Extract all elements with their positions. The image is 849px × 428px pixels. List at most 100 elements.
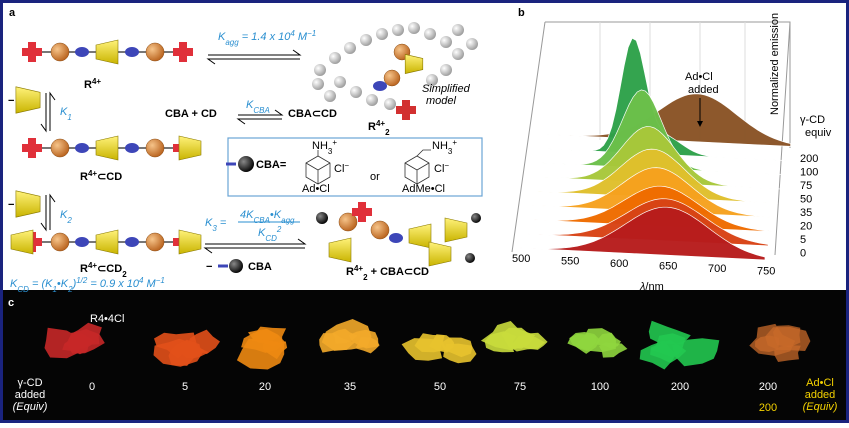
left-label: γ-CD (17, 377, 42, 389)
formula-part: R (84, 79, 92, 91)
formula-part: = (K (29, 278, 53, 290)
linker (75, 47, 89, 57)
formula-part: = 1.4 x 10 (239, 31, 292, 43)
cba-def: CBA= (256, 159, 286, 171)
formula-part: 1 (67, 113, 71, 122)
x-tick-label: 500 (512, 253, 530, 265)
equiv-label: 5 (182, 381, 188, 393)
linker (75, 143, 89, 153)
formula-part: Cl (334, 163, 344, 175)
or: or (370, 171, 380, 183)
formula-part: NH (432, 140, 448, 152)
bead (324, 90, 336, 102)
linker (75, 237, 89, 247)
model-note: model (426, 95, 457, 107)
bead (146, 43, 164, 61)
formula-part: 3 (448, 147, 453, 156)
bead (440, 36, 452, 48)
bead (350, 86, 362, 98)
cba-cd: CBA + CD (165, 108, 217, 120)
r4-cd-label: R4+⊂CD (80, 169, 122, 184)
figure: aR4+Kagg = 1.4 x 104 M−1SimplifiedmodelR… (0, 0, 849, 423)
formula-part: CBA (253, 216, 269, 225)
equiv-label: 20 (259, 381, 271, 393)
equiv-label: 35 (800, 207, 812, 219)
equiv-label: 100 (800, 167, 818, 179)
formula-part: R (368, 121, 376, 133)
formula-part: R (80, 263, 88, 275)
equiv-label: 200 (759, 381, 777, 393)
right-label: added (805, 389, 836, 401)
formula-part: M (144, 278, 157, 290)
equiv-label: 200 (671, 381, 689, 393)
minus: − (8, 95, 14, 107)
legend-title: γ-CD (800, 114, 825, 126)
linker (125, 237, 139, 247)
bead (146, 139, 164, 157)
bead (334, 76, 346, 88)
formula-part: ⊂CD (97, 171, 122, 183)
formula-part: − (344, 161, 349, 170)
bead (384, 98, 396, 110)
formula-part: 4K (240, 209, 254, 221)
right-label: Ad•Cl (806, 377, 834, 389)
bead (51, 233, 69, 251)
cba-in-cd: CBA⊂CD (288, 108, 337, 120)
minus: − (206, 261, 212, 273)
bead (452, 48, 464, 60)
formula-part: CBA (253, 106, 269, 115)
formula-part: agg (225, 38, 239, 47)
formula-part: 4+ (376, 119, 385, 128)
formula-part: = 0.9 x 10 (87, 278, 140, 290)
panel-label: c (8, 297, 14, 309)
cba-ball (238, 156, 254, 172)
bead (452, 24, 464, 36)
linker (373, 81, 387, 91)
x-tick-label: 700 (708, 263, 726, 275)
linker (125, 143, 139, 153)
legend-title: equiv (805, 127, 832, 139)
formula-part: •K (57, 278, 69, 290)
bead (329, 52, 341, 64)
formula-part: + CBA⊂CD (368, 266, 430, 278)
bead (408, 22, 420, 34)
right-label: (Equiv) (803, 401, 838, 413)
left-label: (Equiv) (13, 401, 48, 413)
left-label: added (15, 389, 46, 401)
formula-part: Cl (434, 163, 444, 175)
bead (360, 34, 372, 46)
cba-ball (471, 213, 481, 223)
linker (125, 47, 139, 57)
formula-part: CD (265, 234, 277, 243)
x-tick-label: 600 (610, 258, 628, 270)
x-tick-label: 750 (757, 266, 775, 278)
bead (312, 78, 324, 90)
formula-part: = (217, 217, 227, 229)
model-note: Simplified (422, 83, 471, 95)
formula-part: CD (17, 285, 29, 294)
formula-part: + (332, 138, 337, 147)
bead (392, 24, 404, 36)
bead (466, 38, 478, 50)
formula-part: ⊂CD (97, 263, 122, 275)
bead (366, 94, 378, 106)
panel-label: b (518, 7, 525, 19)
equiv-label: 5 (800, 234, 806, 246)
formula-part: 4+ (88, 261, 97, 270)
equiv-label: 75 (800, 180, 812, 192)
formula-part: 4+ (354, 264, 363, 273)
equiv-label: 20 (800, 221, 812, 233)
bead (424, 28, 436, 40)
formula-part: R (346, 266, 354, 278)
equiv-label: 35 (344, 381, 356, 393)
annotation: added (688, 84, 719, 96)
x-axis-label: λ/nm (639, 281, 664, 293)
formula-part: /nm (645, 281, 663, 293)
formula-part: 2 (66, 216, 72, 225)
formula-part: 3 (328, 147, 333, 156)
bead (384, 70, 400, 86)
equiv-label: 50 (434, 381, 446, 393)
formula-part: agg (281, 216, 295, 225)
bead (376, 28, 388, 40)
formula-part: + (452, 138, 457, 147)
